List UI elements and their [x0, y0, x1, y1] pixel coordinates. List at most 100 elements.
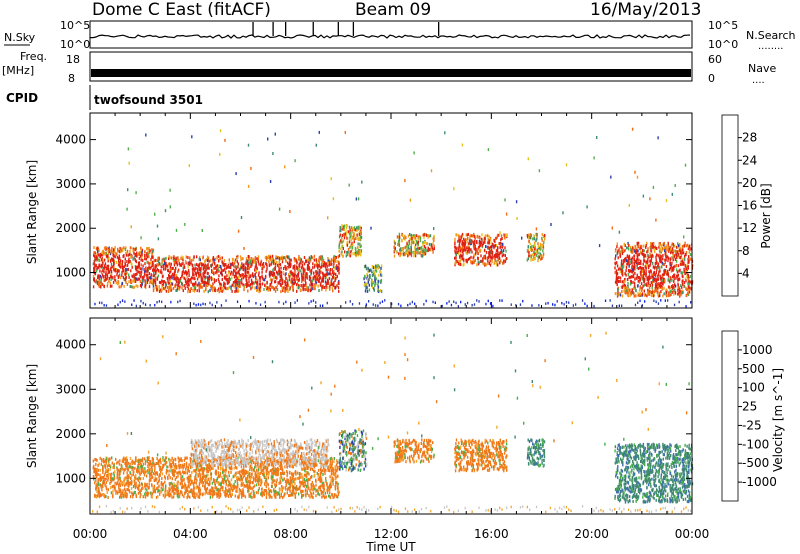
power-cell: [298, 277, 300, 281]
power-cell: [211, 303, 213, 307]
power-cell: [651, 253, 653, 257]
power-cell: [230, 272, 232, 276]
velocity-cell: [188, 463, 190, 467]
power-cell: [211, 268, 213, 272]
power-cell: [218, 269, 220, 273]
power-cell: [529, 235, 531, 239]
power-cell: [407, 244, 410, 248]
power-cell: [359, 245, 361, 249]
power-cell: [615, 271, 617, 275]
power-cell: [287, 255, 289, 259]
velocity-cell: [157, 486, 159, 490]
power-cell: [209, 288, 211, 292]
power-cell: [467, 236, 469, 240]
power-cell: [239, 255, 242, 259]
power-cell: [109, 268, 111, 272]
power-cell: [121, 260, 124, 263]
power-cell: [219, 282, 221, 286]
velocity-cell: [292, 493, 294, 497]
power-cell: [144, 285, 147, 289]
power-cell: [534, 241, 536, 245]
velocity-cell: [130, 465, 132, 469]
power-cell: [357, 246, 359, 249]
power-cell: [419, 239, 421, 243]
power-cell: [200, 275, 202, 279]
power-cell: [272, 267, 275, 271]
power-cell: [135, 260, 137, 264]
power-cell: [459, 263, 461, 266]
power-cell: [276, 284, 278, 288]
power-cell: [330, 282, 332, 286]
power-cell: [665, 199, 668, 203]
power-cell: [184, 278, 187, 282]
velocity-cell: [331, 468, 333, 472]
power-cell: [307, 258, 309, 262]
power-cell: [658, 285, 661, 289]
power-cell: [206, 266, 209, 270]
power-cell: [417, 251, 419, 255]
power-cell: [160, 265, 162, 269]
power-cell: [213, 288, 216, 292]
power-cell: [636, 275, 638, 279]
power-cell: [410, 252, 412, 256]
velocity-cell: [337, 492, 340, 496]
power-cell: [619, 279, 621, 283]
power-cell: [360, 232, 362, 236]
power-cell: [167, 285, 169, 289]
velocity-cell: [210, 474, 212, 478]
power-cell: [394, 241, 396, 245]
power-cell: [139, 284, 142, 287]
power-cell: [431, 243, 433, 247]
power-cell: [489, 263, 492, 267]
power-cell: [341, 224, 343, 228]
power-cell: [671, 289, 673, 293]
power-cell: [321, 285, 323, 288]
power-cell: [641, 266, 643, 270]
power-cell: [107, 252, 110, 256]
power-cell: [142, 279, 144, 283]
velocity-cell: [209, 492, 211, 496]
power-cell: [259, 276, 261, 280]
power-cell: [127, 147, 130, 151]
velocity-cell: [171, 489, 173, 493]
power-cell: [152, 283, 154, 286]
power-cell: [684, 263, 686, 267]
power-cell: [459, 255, 461, 259]
power-cell: [198, 286, 201, 290]
power-cell: [359, 225, 361, 229]
power-cell: [303, 256, 306, 259]
power-cell: [101, 273, 104, 277]
power-cell: [224, 282, 226, 286]
power-cell: [148, 265, 150, 269]
power-cell: [293, 282, 295, 286]
power-cell: [636, 245, 639, 249]
power-cell: [307, 286, 309, 290]
power-cell: [211, 285, 213, 289]
power-cell: [207, 272, 209, 275]
power-cell: [671, 278, 673, 282]
power-cell: [639, 271, 642, 274]
power-cell: [254, 268, 256, 272]
power-cell: [641, 274, 643, 278]
power-cell: [542, 245, 544, 249]
power-cell: [294, 280, 296, 284]
power-cell: [686, 264, 688, 268]
power-cell: [615, 276, 618, 280]
power-cell: [687, 275, 689, 279]
velocity-cell: [230, 470, 232, 474]
power-cell: [97, 246, 99, 250]
power-cell: [616, 277, 618, 281]
power-cell: [652, 245, 654, 248]
velocity-cell: [178, 464, 180, 468]
power-cell: [672, 244, 675, 248]
power-cell: [346, 243, 349, 247]
y-tick-label: 4000: [55, 133, 86, 147]
power-cell: [408, 242, 410, 246]
power-cell: [669, 286, 671, 290]
power-cell: [175, 266, 177, 270]
power-cell: [663, 263, 665, 266]
power-cell: [217, 255, 220, 258]
velocity-cell: [103, 458, 105, 461]
power-cell: [628, 243, 630, 247]
